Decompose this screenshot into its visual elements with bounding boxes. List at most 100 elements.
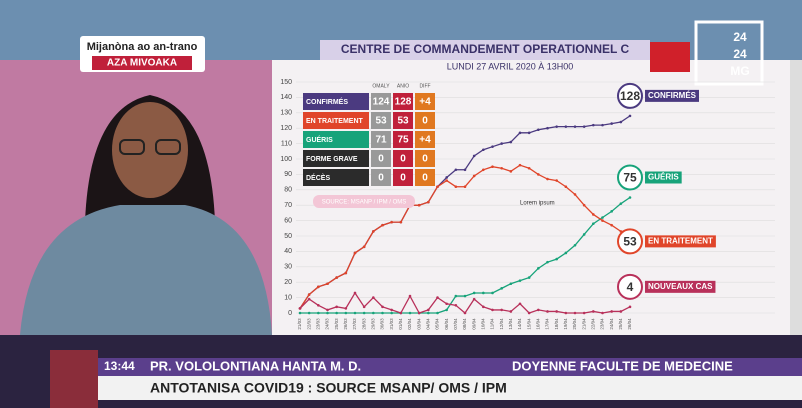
table-text: GUÉRIS bbox=[306, 135, 333, 144]
point bbox=[500, 308, 503, 312]
point bbox=[463, 294, 467, 298]
point bbox=[335, 276, 338, 279]
callout-bubble bbox=[617, 273, 643, 300]
role: DOYENNE FACULTE DE MEDECINE bbox=[512, 358, 733, 373]
table-header: DIFF bbox=[419, 83, 430, 89]
point bbox=[509, 140, 513, 144]
x-tick-label: 16/04 bbox=[536, 318, 541, 330]
legend-bg bbox=[645, 280, 716, 293]
x-tick-label: 21/04 bbox=[581, 318, 586, 330]
point bbox=[601, 311, 604, 315]
table-cell bbox=[415, 150, 435, 167]
point bbox=[509, 282, 513, 286]
face bbox=[112, 102, 188, 198]
table-cell bbox=[393, 150, 413, 167]
x-tick-label: 04/04 bbox=[426, 318, 431, 330]
x-tick-label: 14/04 bbox=[517, 318, 522, 330]
point bbox=[527, 311, 531, 315]
slide-title: CENTRE DE COMMANDEMENT OPERATIONNEL C bbox=[341, 42, 630, 56]
x-tick-label: 31/03 bbox=[389, 318, 394, 330]
table-cell bbox=[415, 112, 435, 129]
x-tick-label: 07/04 bbox=[453, 318, 458, 330]
x-tick-label: 26/03 bbox=[343, 318, 348, 330]
x-tick-label: 25/04 bbox=[618, 318, 623, 330]
y-tick-label: 90 bbox=[284, 171, 292, 178]
clock: 13:44 bbox=[104, 359, 135, 373]
y-tick-label: 130 bbox=[280, 110, 292, 117]
point bbox=[362, 245, 366, 249]
point bbox=[601, 219, 604, 222]
callout-bubble bbox=[617, 228, 643, 255]
callout-value: 75 bbox=[623, 171, 637, 185]
x-tick-label: 26/04 bbox=[627, 318, 632, 330]
point bbox=[482, 305, 485, 309]
table-cell bbox=[303, 112, 369, 129]
table-text: 75 bbox=[397, 135, 409, 146]
table-text: DÉCÈS bbox=[306, 173, 330, 182]
table-text: 0 bbox=[378, 154, 384, 165]
point bbox=[564, 185, 568, 189]
point bbox=[527, 131, 531, 135]
point bbox=[610, 122, 613, 125]
callout-value: 4 bbox=[627, 280, 634, 294]
point bbox=[417, 203, 421, 207]
legend-label: EN TRAITEMENT bbox=[648, 236, 713, 245]
point bbox=[317, 304, 320, 307]
table-text: EN TRAITEMENT bbox=[306, 118, 364, 125]
point bbox=[582, 233, 586, 236]
point bbox=[582, 203, 586, 207]
point bbox=[454, 185, 458, 189]
ticker: ANTOTANISA COVID19 : SOURCE MSANP/ OMS /… bbox=[150, 380, 507, 396]
point bbox=[628, 305, 632, 309]
point bbox=[610, 223, 613, 227]
point bbox=[454, 294, 458, 298]
point bbox=[546, 177, 549, 181]
point bbox=[436, 296, 439, 299]
table-cell bbox=[393, 169, 413, 186]
point bbox=[482, 148, 485, 152]
point bbox=[307, 293, 311, 296]
table-cell bbox=[393, 112, 413, 129]
banner-bottom: AZA MIVOAKA bbox=[107, 58, 177, 69]
point bbox=[390, 311, 393, 315]
point bbox=[454, 168, 458, 172]
point bbox=[381, 305, 384, 309]
point bbox=[399, 311, 403, 315]
x-tick-label: 19/04 bbox=[563, 318, 568, 330]
point bbox=[555, 125, 558, 128]
point bbox=[555, 257, 558, 261]
legend-label: GUÉRIS bbox=[648, 173, 679, 182]
point bbox=[344, 307, 348, 310]
table-cell bbox=[371, 131, 391, 148]
point bbox=[344, 311, 348, 315]
point bbox=[445, 302, 448, 306]
table-text: FORME GRAVE bbox=[306, 156, 358, 163]
point bbox=[546, 126, 549, 130]
point bbox=[427, 308, 430, 312]
slide-date: LUNDI 27 AVRIL 2020 À 13H00 bbox=[447, 61, 574, 71]
x-tick-label: 24/04 bbox=[609, 318, 614, 330]
point bbox=[619, 120, 623, 124]
table-text: 0 bbox=[422, 173, 428, 184]
point bbox=[500, 287, 503, 290]
point bbox=[546, 310, 549, 313]
point bbox=[353, 251, 357, 255]
point bbox=[427, 200, 430, 204]
table-cell bbox=[415, 131, 435, 148]
point bbox=[307, 297, 311, 301]
table-cell bbox=[371, 93, 391, 110]
glasses bbox=[155, 139, 181, 155]
point bbox=[307, 311, 311, 315]
point bbox=[610, 210, 613, 213]
x-tick-label: 25/03 bbox=[334, 318, 339, 330]
x-tick-label: 20/04 bbox=[572, 318, 577, 330]
y-tick-label: 30 bbox=[284, 264, 292, 271]
y-tick-label: 100 bbox=[280, 156, 292, 163]
legend-bg bbox=[645, 171, 682, 184]
y-tick-label: 120 bbox=[280, 125, 292, 132]
point bbox=[509, 310, 513, 313]
point bbox=[601, 216, 604, 219]
point bbox=[362, 311, 366, 315]
point bbox=[362, 305, 366, 309]
point bbox=[546, 260, 549, 264]
